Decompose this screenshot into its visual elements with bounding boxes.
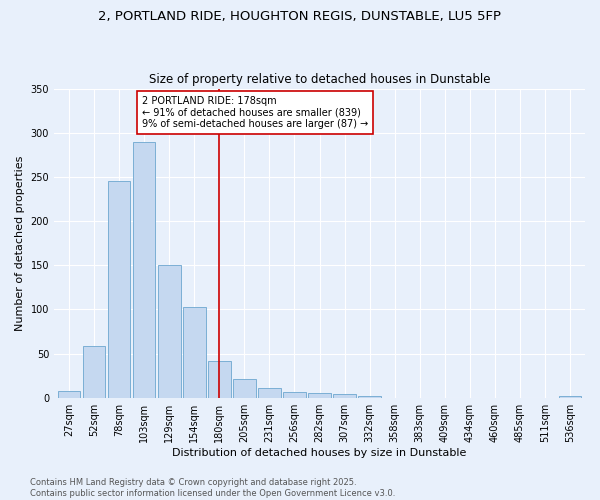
Bar	[308, 394, 331, 398]
Bar	[108, 182, 130, 398]
Bar	[58, 390, 80, 398]
Text: 2, PORTLAND RIDE, HOUGHTON REGIS, DUNSTABLE, LU5 5FP: 2, PORTLAND RIDE, HOUGHTON REGIS, DUNSTA…	[98, 10, 502, 23]
Bar	[333, 394, 356, 398]
Bar	[233, 379, 256, 398]
Text: 2 PORTLAND RIDE: 178sqm
← 91% of detached houses are smaller (839)
9% of semi-de: 2 PORTLAND RIDE: 178sqm ← 91% of detache…	[142, 96, 368, 129]
Bar	[559, 396, 581, 398]
Bar	[208, 360, 230, 398]
Bar	[283, 392, 306, 398]
Bar	[183, 306, 206, 398]
Bar	[83, 346, 106, 398]
Bar	[258, 388, 281, 398]
X-axis label: Distribution of detached houses by size in Dunstable: Distribution of detached houses by size …	[172, 448, 467, 458]
Title: Size of property relative to detached houses in Dunstable: Size of property relative to detached ho…	[149, 73, 490, 86]
Bar	[133, 142, 155, 398]
Bar	[358, 396, 381, 398]
Text: Contains HM Land Registry data © Crown copyright and database right 2025.
Contai: Contains HM Land Registry data © Crown c…	[30, 478, 395, 498]
Bar	[158, 265, 181, 398]
Y-axis label: Number of detached properties: Number of detached properties	[15, 156, 25, 331]
